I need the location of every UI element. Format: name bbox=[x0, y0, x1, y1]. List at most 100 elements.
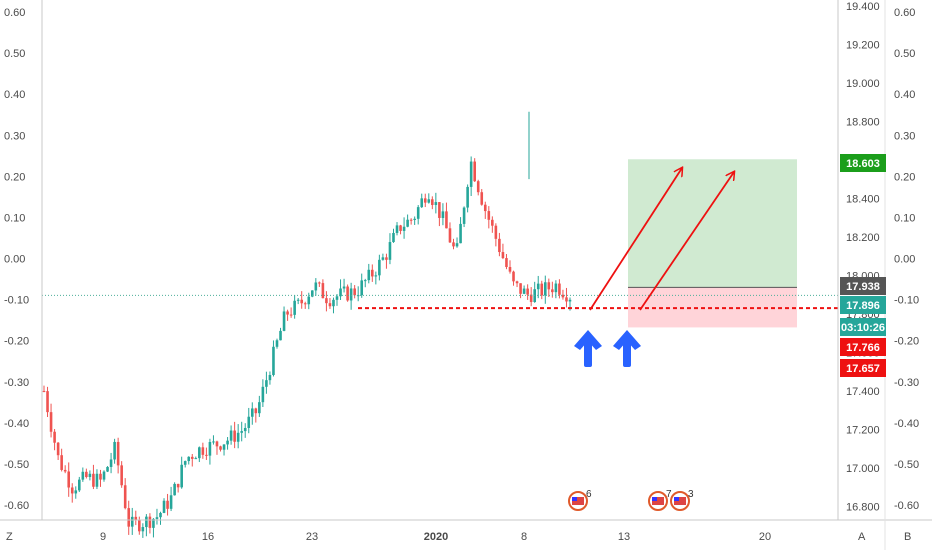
candle-body bbox=[222, 444, 226, 450]
candle-body bbox=[180, 464, 183, 488]
y-right-pct-tick: -0.60 bbox=[894, 500, 919, 512]
candle-body bbox=[155, 517, 159, 519]
candle-body bbox=[265, 380, 268, 387]
candle-body bbox=[371, 269, 374, 277]
y-right-pct-tick: 0.40 bbox=[894, 89, 915, 101]
price-labels: 18.603 17.938 17.896 03:10:26 17.766 17.657 bbox=[840, 154, 886, 377]
y-left-tick: 0.30 bbox=[4, 130, 25, 142]
price-label-text: 18.603 bbox=[846, 158, 880, 170]
candle-body bbox=[399, 225, 402, 231]
y-right-price-tick: 17.200 bbox=[846, 424, 880, 436]
candle-body bbox=[229, 430, 233, 441]
x-tick: 9 bbox=[100, 531, 106, 543]
corner-label-z[interactable]: Z bbox=[6, 531, 13, 543]
candle-body bbox=[63, 469, 67, 472]
candle-body bbox=[427, 199, 431, 203]
candle-body bbox=[353, 288, 356, 296]
candle-body bbox=[219, 446, 222, 450]
y-right-price-tick: 19.400 bbox=[846, 1, 880, 13]
candle-body bbox=[258, 402, 261, 414]
y-right-pct-tick: -0.20 bbox=[894, 336, 919, 348]
y-left-tick: -0.30 bbox=[4, 377, 29, 389]
price-label-stop: 17.766 bbox=[840, 338, 886, 356]
blue-up-arrow-icon bbox=[613, 330, 641, 367]
candle-body bbox=[332, 299, 335, 307]
corner-label-a[interactable]: A bbox=[858, 531, 866, 543]
y-right-pct-tick: -0.30 bbox=[894, 377, 919, 389]
candle-body bbox=[166, 500, 169, 509]
candle-body bbox=[459, 223, 462, 244]
candle-body bbox=[247, 416, 251, 428]
y-right-pct-tick: -0.40 bbox=[894, 418, 919, 430]
us-flag-event-icon: 6 bbox=[568, 489, 592, 511]
candle-body bbox=[529, 294, 533, 303]
candle-body bbox=[483, 204, 487, 212]
candle-body bbox=[342, 286, 346, 289]
y-left-tick: -0.50 bbox=[4, 459, 29, 471]
candle-body bbox=[187, 456, 191, 462]
candle-body bbox=[487, 211, 491, 220]
candle-body bbox=[145, 516, 148, 528]
candle-body bbox=[106, 466, 109, 472]
candle-body bbox=[60, 455, 63, 470]
y-right-price-tick: 17.400 bbox=[846, 386, 880, 398]
candle-body bbox=[339, 288, 342, 297]
candle-body bbox=[526, 288, 529, 295]
candle-body bbox=[233, 430, 236, 442]
candle-body bbox=[159, 512, 162, 518]
y-left-tick: -0.40 bbox=[4, 418, 29, 430]
candle-body bbox=[515, 281, 519, 284]
candle-body bbox=[374, 275, 378, 277]
y-right-price-tick: 18.400 bbox=[846, 193, 880, 205]
candle-body bbox=[173, 483, 176, 496]
candle-body bbox=[198, 447, 201, 459]
corner-label-b[interactable]: B bbox=[904, 531, 911, 543]
price-label-current: 17.896 bbox=[840, 296, 886, 314]
candle-body bbox=[512, 271, 515, 282]
candle-body bbox=[543, 282, 547, 296]
y-left-tick: 0.10 bbox=[4, 212, 25, 224]
y-right-pct-tick: 0.20 bbox=[894, 171, 915, 183]
candle-body bbox=[56, 442, 60, 456]
candle-body bbox=[565, 297, 568, 302]
event-count: 3 bbox=[688, 489, 694, 500]
candle-body bbox=[378, 259, 381, 276]
candle-body bbox=[434, 202, 438, 205]
candle-body bbox=[522, 288, 526, 294]
price-label-text: 17.766 bbox=[846, 342, 880, 354]
candle-body bbox=[152, 518, 155, 528]
candle-body bbox=[201, 447, 205, 455]
candle-body bbox=[335, 296, 339, 300]
candle-body bbox=[286, 311, 289, 315]
candle-body bbox=[169, 495, 173, 509]
candle-body bbox=[402, 226, 406, 231]
candle-body bbox=[406, 219, 409, 227]
candle-body bbox=[67, 471, 71, 488]
y-left-tick: 0.50 bbox=[4, 48, 25, 60]
candle-body bbox=[363, 280, 367, 282]
candle-body bbox=[300, 299, 304, 304]
candle-body bbox=[310, 290, 314, 297]
y-right-price-tick: 18.200 bbox=[846, 232, 880, 244]
candle-body bbox=[162, 500, 166, 513]
candle-body bbox=[275, 340, 279, 347]
candle-body bbox=[452, 242, 455, 247]
candle-body bbox=[261, 386, 265, 403]
candle-body bbox=[92, 473, 95, 487]
price-label-target: 18.603 bbox=[840, 154, 886, 172]
candle-body bbox=[314, 282, 318, 291]
candle-body bbox=[325, 298, 328, 304]
y-left-tick: 0.60 bbox=[4, 7, 25, 19]
candle-body bbox=[321, 283, 325, 299]
candle-body bbox=[123, 485, 127, 509]
y-right-pct-tick: 0.00 bbox=[894, 254, 915, 266]
candle-body bbox=[190, 456, 194, 459]
candle-body bbox=[416, 207, 420, 219]
candle-body bbox=[243, 427, 247, 432]
candle-body bbox=[473, 161, 476, 182]
x-tick: 2020 bbox=[424, 531, 448, 543]
candle-body bbox=[120, 465, 123, 486]
x-tick: 16 bbox=[202, 531, 214, 543]
